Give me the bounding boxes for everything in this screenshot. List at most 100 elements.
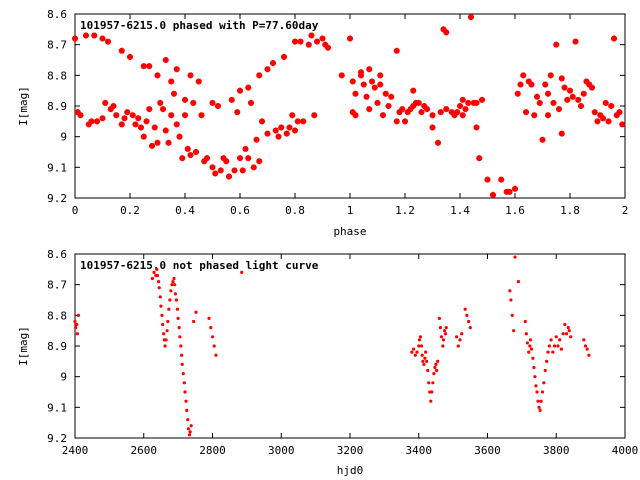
- data-point: [535, 390, 539, 394]
- data-point: [554, 335, 558, 339]
- data-point: [611, 35, 617, 42]
- data-point: [99, 35, 106, 42]
- data-point: [162, 57, 169, 63]
- data-point: [193, 149, 199, 155]
- data-point: [567, 329, 571, 333]
- data-point: [118, 47, 125, 54]
- data-point: [294, 118, 301, 125]
- data-point: [173, 66, 180, 73]
- data-point: [410, 103, 417, 109]
- data-point: [129, 112, 136, 119]
- y-tick-label: 8.8: [47, 69, 67, 82]
- data-point: [239, 167, 246, 174]
- data-point: [454, 335, 459, 339]
- data-point: [608, 103, 615, 109]
- data-point: [176, 316, 180, 320]
- data-point: [154, 72, 161, 79]
- data-point: [286, 124, 293, 131]
- x-tick-label: 3400: [406, 444, 433, 457]
- data-point: [563, 322, 567, 327]
- data-point: [281, 53, 287, 60]
- data-point: [531, 356, 535, 360]
- data-point: [319, 35, 326, 42]
- data-point: [207, 316, 211, 320]
- x-tick-label: 3600: [474, 444, 501, 457]
- data-point: [419, 344, 424, 348]
- data-point: [413, 353, 417, 357]
- data-point: [151, 124, 158, 131]
- chart-title: 101957-6215.0 not phased light curve: [80, 259, 319, 272]
- y-tick-label: 9.2: [47, 192, 67, 205]
- data-point: [164, 338, 168, 342]
- data-point: [456, 344, 460, 348]
- data-point: [167, 307, 171, 311]
- data-point: [195, 78, 202, 85]
- data-point: [363, 93, 370, 100]
- data-point: [558, 130, 565, 137]
- data-point: [448, 109, 455, 116]
- data-point: [460, 332, 464, 336]
- data-point: [512, 329, 516, 333]
- data-point: [442, 329, 447, 333]
- data-point: [525, 341, 529, 345]
- data-point: [170, 283, 174, 287]
- data-point: [174, 298, 179, 302]
- data-point: [443, 106, 450, 113]
- data-point: [217, 167, 224, 174]
- data-point: [393, 118, 400, 125]
- data-points: [72, 14, 626, 198]
- data-point: [163, 344, 167, 348]
- data-point: [466, 319, 471, 324]
- y-tick-label: 9: [60, 131, 67, 144]
- data-point: [168, 112, 175, 119]
- data-point: [510, 313, 514, 317]
- data-point: [424, 106, 430, 113]
- data-point: [186, 427, 191, 431]
- x-tick-label: 2400: [62, 444, 89, 457]
- data-point: [121, 115, 128, 122]
- x-tick-label: 1: [347, 204, 354, 217]
- data-point: [550, 99, 557, 106]
- data-point: [75, 322, 79, 327]
- data-point: [349, 78, 356, 85]
- data-point: [212, 170, 219, 177]
- data-point: [171, 280, 175, 284]
- data-point: [314, 38, 320, 45]
- data-point: [189, 424, 193, 428]
- y-tick-label: 8.7: [47, 39, 67, 52]
- data-point: [366, 66, 373, 73]
- data-point: [385, 103, 392, 109]
- data-point: [418, 109, 425, 116]
- y-tick-label: 8.6: [47, 248, 67, 261]
- data-point: [468, 326, 472, 330]
- data-point: [538, 408, 542, 412]
- data-point: [559, 347, 564, 351]
- data-point: [191, 319, 196, 324]
- x-tick-label: 0.8: [285, 204, 305, 217]
- data-point: [186, 418, 190, 422]
- data-point: [245, 155, 252, 162]
- x-tick-label: 3800: [543, 444, 570, 457]
- data-point: [187, 72, 194, 79]
- data-point: [140, 133, 147, 140]
- data-point: [427, 381, 431, 385]
- data-point: [88, 118, 95, 125]
- data-point: [393, 47, 400, 54]
- data-point: [463, 307, 467, 311]
- data-point: [185, 408, 189, 412]
- data-point: [462, 106, 469, 113]
- data-point: [124, 109, 131, 116]
- data-point: [417, 344, 421, 348]
- data-point: [72, 35, 78, 42]
- data-point: [578, 103, 584, 109]
- data-point: [587, 353, 591, 357]
- data-point: [597, 112, 604, 119]
- data-point: [547, 72, 554, 79]
- data-point: [430, 390, 434, 394]
- data-point: [158, 295, 162, 299]
- data-point: [508, 289, 512, 293]
- data-point: [424, 350, 428, 354]
- data-point: [536, 99, 543, 106]
- data-point: [429, 399, 433, 403]
